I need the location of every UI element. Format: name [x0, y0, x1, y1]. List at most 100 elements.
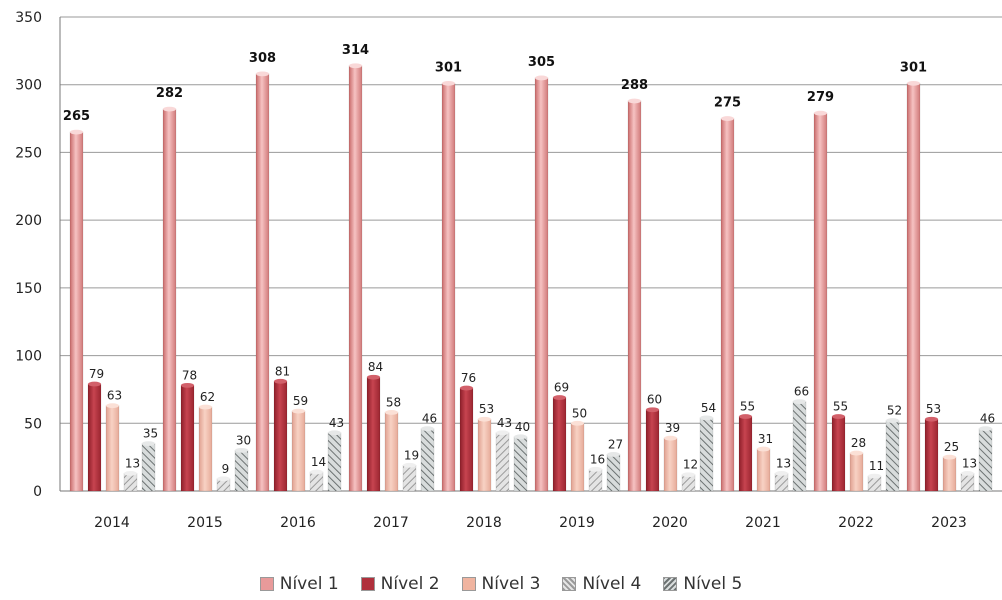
- bar-top-n-vel-1-2018: [442, 80, 455, 86]
- bar-n-vel-5-2020: [699, 417, 714, 492]
- bar-top-n-vel-1-2023: [907, 80, 920, 86]
- data-label-n-vel-4-2022: 11: [869, 459, 884, 473]
- bar-top-n-vel-5-2015: [235, 447, 248, 453]
- data-label-n-vel-1-2020: 288: [621, 78, 648, 93]
- data-label-n-vel-1-2017: 314: [342, 43, 369, 58]
- data-label-n-vel-1-2021: 275: [714, 96, 741, 111]
- data-label-n-vel-4-2019: 16: [590, 452, 605, 466]
- bar-top-n-vel-2-2015: [181, 382, 194, 388]
- bar-top-n-vel-4-2014: [124, 470, 137, 476]
- x-tick-label: 2014: [94, 515, 130, 531]
- data-label-n-vel-5-2015: 30: [236, 433, 251, 447]
- bar-n-vel-1-2022: [813, 112, 828, 492]
- bar-n-vel-5-2019: [606, 454, 621, 492]
- data-label-n-vel-3-2014: 63: [107, 389, 122, 403]
- data-label-n-vel-4-2015: 9: [222, 462, 230, 476]
- bar-n-vel-4-2017: [402, 464, 417, 492]
- legend-item-nivel-2: Nível 2: [360, 574, 440, 594]
- x-tick-label: 2020: [652, 515, 688, 531]
- bar-n-vel-1-2016: [255, 73, 270, 492]
- bar-n-vel-1-2014: [69, 131, 84, 492]
- bar-n-vel-5-2014: [141, 443, 156, 492]
- y-tick-label: 100: [15, 349, 42, 365]
- data-label-n-vel-3-2018: 53: [479, 402, 494, 416]
- legend-swatch-nivel-3: [461, 577, 476, 591]
- data-label-n-vel-2-2017: 84: [368, 360, 383, 374]
- bar-n-vel-4-2018: [495, 432, 510, 492]
- bar-n-vel-5-2023: [978, 428, 993, 492]
- bar-n-vel-1-2021: [720, 118, 735, 492]
- bar-top-n-vel-1-2016: [256, 71, 269, 77]
- y-tick-label: 250: [15, 145, 42, 161]
- bar-n-vel-2-2017: [366, 376, 381, 492]
- data-label-n-vel-5-2022: 52: [887, 404, 902, 418]
- bar-top-n-vel-2-2018: [460, 385, 473, 391]
- legend-label-nivel-2: Nível 2: [380, 574, 440, 594]
- y-tick-label: 200: [15, 213, 42, 229]
- bar-top-n-vel-1-2014: [70, 129, 83, 135]
- data-label-n-vel-4-2018: 43: [497, 416, 512, 430]
- bars: [69, 63, 993, 492]
- bar-n-vel-5-2017: [420, 428, 435, 492]
- data-label-n-vel-3-2023: 25: [944, 440, 959, 454]
- bar-top-n-vel-2-2022: [832, 414, 845, 419]
- data-label-n-vel-2-2015: 78: [182, 368, 197, 382]
- legend-label-nivel-1: Nível 1: [279, 574, 339, 594]
- data-label-n-vel-5-2019: 27: [608, 437, 623, 451]
- data-label-n-vel-4-2020: 12: [683, 458, 698, 472]
- bar-n-vel-4-2019: [588, 469, 603, 492]
- y-tick-label: 300: [15, 78, 42, 94]
- bar-top-n-vel-5-2020: [700, 415, 713, 421]
- data-label-n-vel-4-2017: 19: [404, 448, 419, 462]
- data-label-n-vel-1-2014: 265: [63, 109, 90, 124]
- data-label-n-vel-2-2020: 60: [647, 393, 662, 407]
- data-label-n-vel-2-2014: 79: [89, 367, 104, 381]
- legend-label-nivel-4: Nível 4: [582, 574, 642, 594]
- bar-top-n-vel-1-2015: [163, 106, 176, 112]
- bar-n-vel-2-2015: [180, 385, 195, 492]
- bar-top-n-vel-5-2014: [142, 441, 155, 446]
- bar-n-vel-3-2016: [291, 410, 306, 492]
- data-label-n-vel-2-2021: 55: [740, 400, 755, 414]
- x-tick-label: 2017: [373, 515, 409, 531]
- x-axis: 2014 2015 2016 2017 2018 2019 2020 2021 2022 2023: [94, 515, 967, 531]
- bar-n-vel-5-2021: [792, 401, 807, 492]
- bar-n-vel-4-2014: [123, 473, 138, 492]
- x-tick-label: 2022: [838, 515, 874, 531]
- bar-top-n-vel-4-2015: [217, 476, 230, 482]
- bar-top-n-vel-2-2016: [274, 378, 287, 384]
- bar-top-n-vel-3-2017: [385, 410, 398, 415]
- bar-top-n-vel-4-2022: [868, 473, 881, 479]
- data-label-n-vel-1-2015: 282: [156, 86, 183, 101]
- data-label-n-vel-5-2018: 40: [515, 420, 530, 434]
- legend-item-nivel-5: Nível 5: [663, 574, 742, 594]
- bar-n-vel-3-2015: [198, 406, 213, 492]
- legend-item-nivel-1: Nível 1: [259, 574, 339, 594]
- bar-n-vel-3-2018: [477, 418, 492, 492]
- bar-top-n-vel-5-2016: [328, 430, 341, 436]
- bar-top-n-vel-2-2021: [739, 414, 752, 419]
- legend-swatch-nivel-4: [562, 577, 577, 591]
- bar-n-vel-2-2014: [87, 383, 102, 492]
- x-tick-label: 2018: [466, 515, 502, 531]
- bar-top-n-vel-2-2017: [367, 374, 380, 380]
- data-label-n-vel-4-2021: 13: [776, 456, 791, 470]
- bar-top-n-vel-4-2019: [589, 466, 602, 472]
- bar-top-n-vel-5-2017: [421, 426, 434, 432]
- bar-top-n-vel-5-2023: [979, 426, 992, 432]
- legend: Nível 1 Nível 2 Nível 3 Nível 4 Nível 5: [0, 574, 1002, 594]
- bar-top-n-vel-4-2020: [682, 472, 695, 478]
- bar-n-vel-1-2020: [627, 100, 642, 492]
- bar-n-vel-3-2019: [570, 422, 585, 492]
- legend-label-nivel-3: Nível 3: [481, 574, 541, 594]
- bar-top-n-vel-4-2021: [775, 470, 788, 476]
- bar-n-vel-2-2020: [645, 409, 660, 492]
- bar-n-vel-2-2021: [738, 416, 753, 492]
- data-label-n-vel-5-2014: 35: [143, 427, 158, 441]
- data-label-n-vel-4-2014: 13: [125, 456, 140, 470]
- data-label-n-vel-3-2016: 59: [293, 394, 308, 408]
- bar-top-n-vel-1-2020: [628, 98, 641, 104]
- bar-n-vel-4-2023: [960, 473, 975, 492]
- y-tick-label: 0: [33, 484, 42, 500]
